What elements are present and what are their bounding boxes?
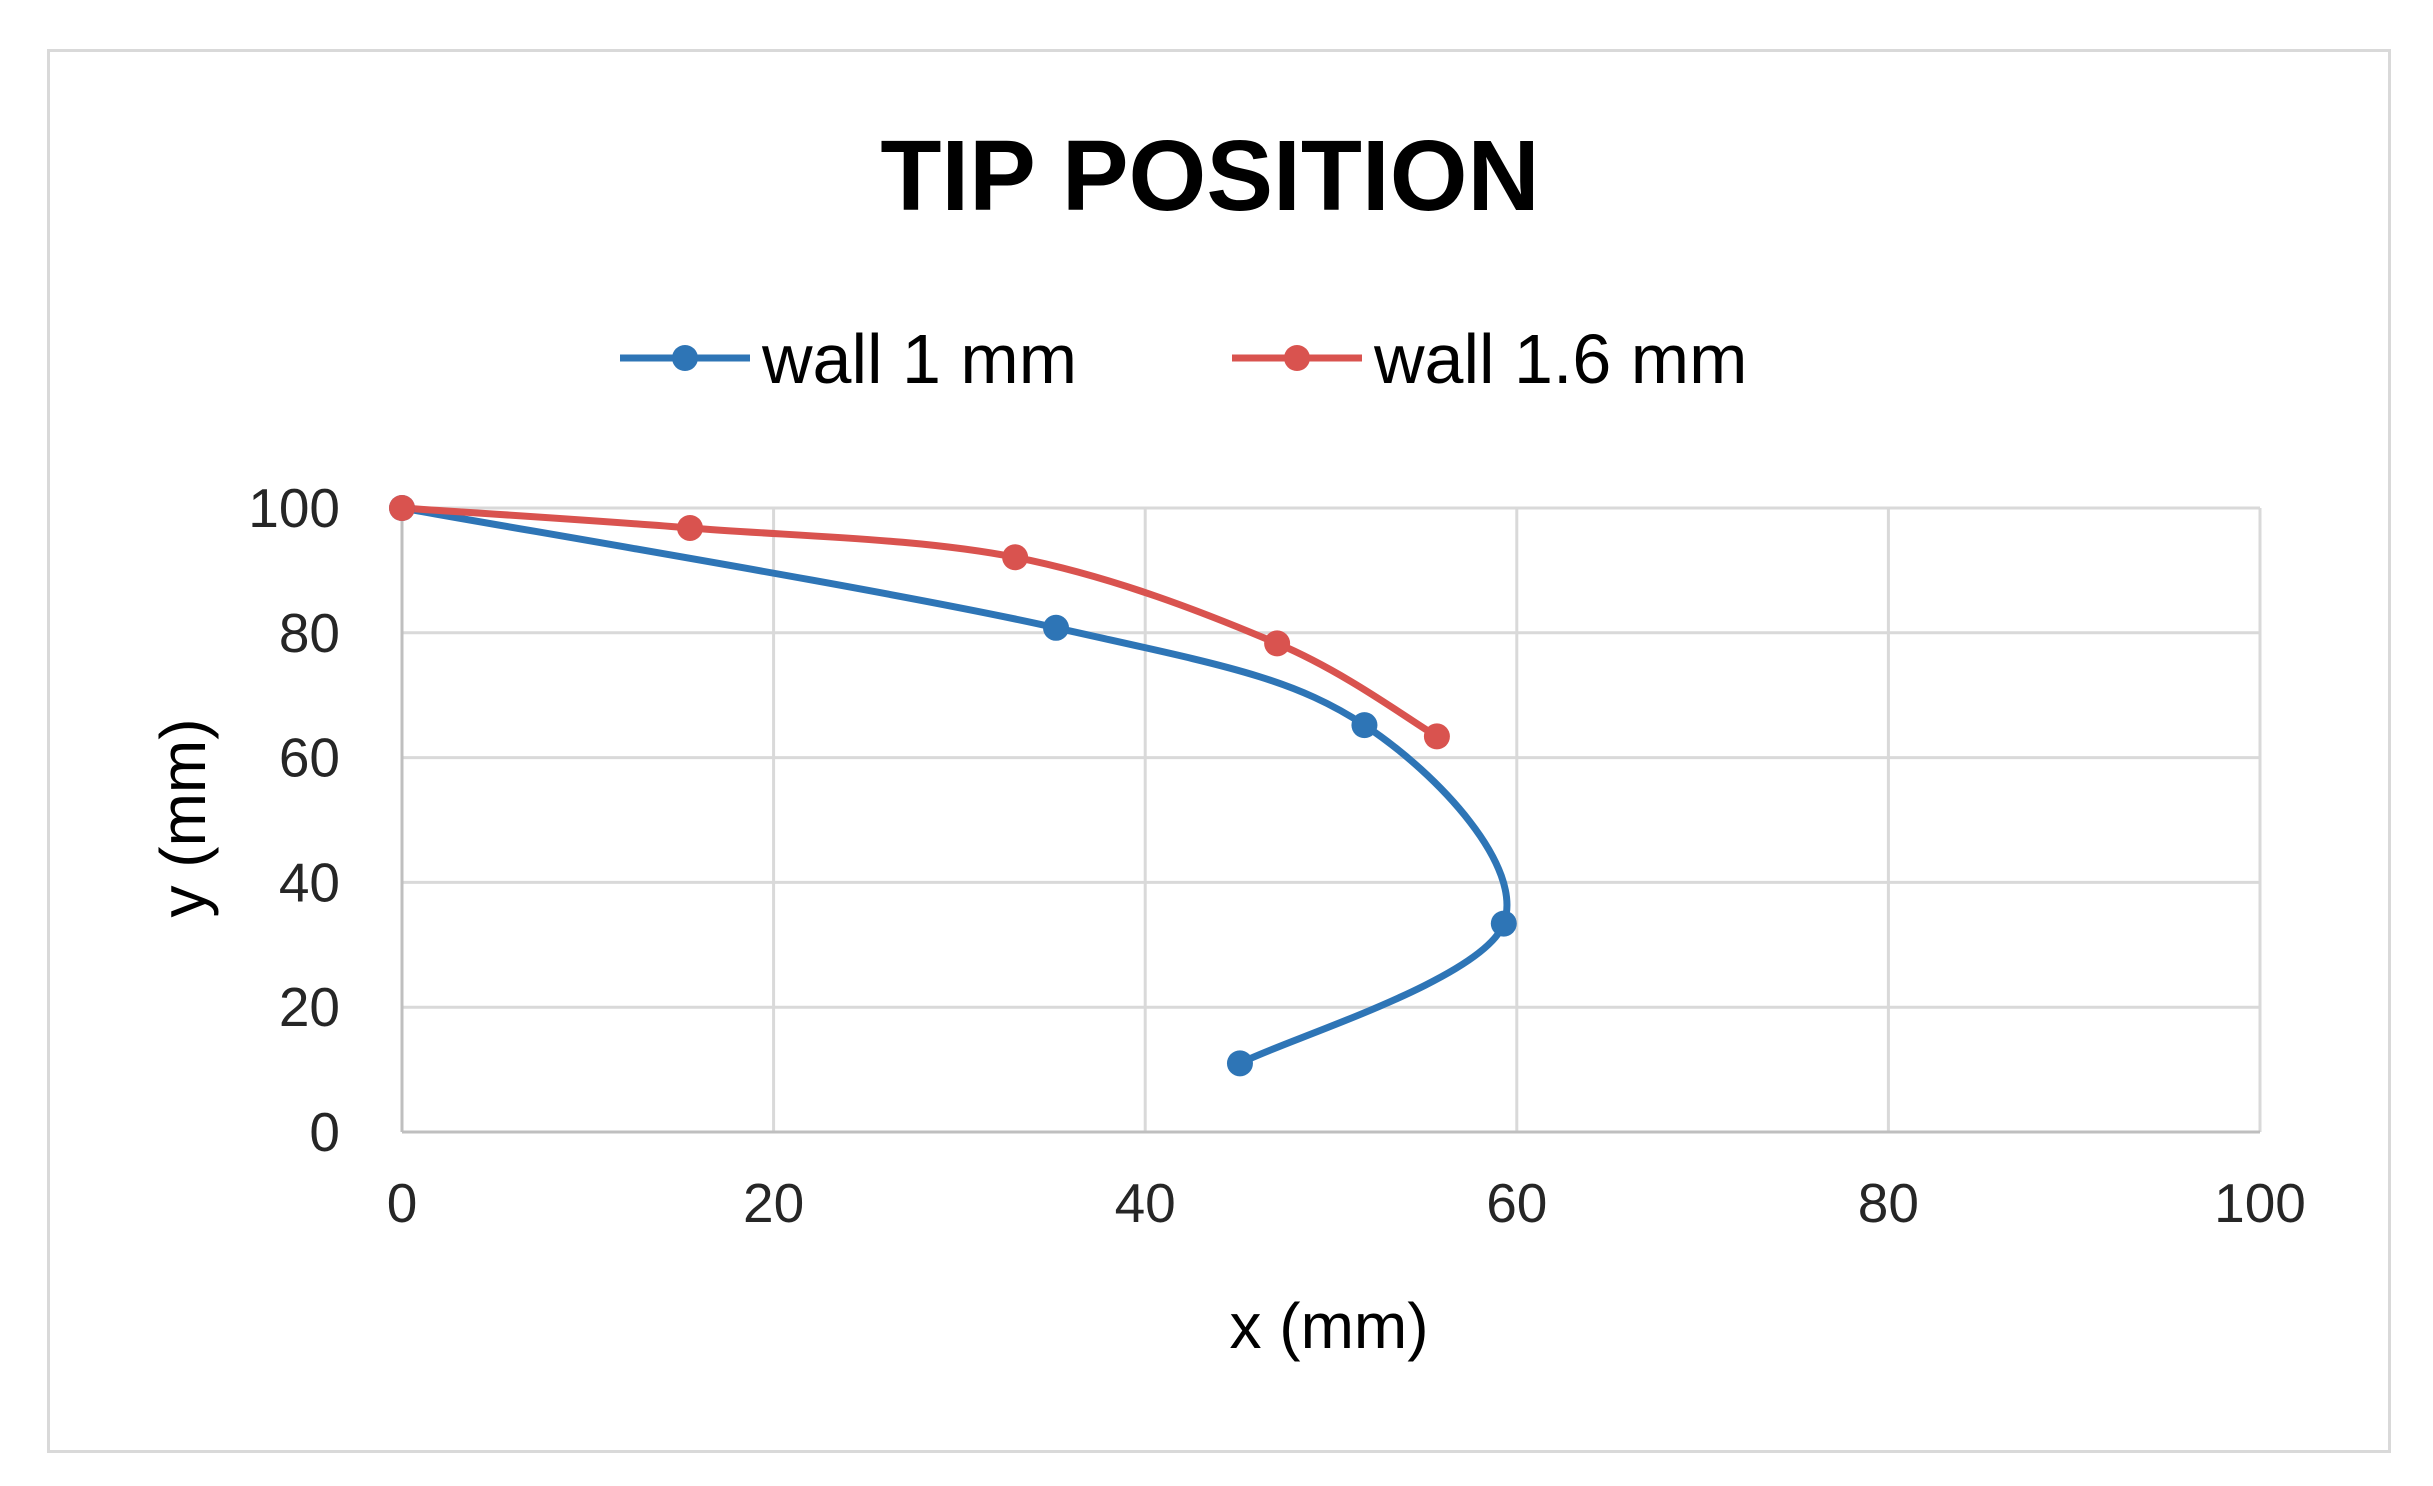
legend-label: wall 1 mm bbox=[761, 320, 1077, 398]
y-tick-label: 80 bbox=[279, 602, 340, 664]
chart-area bbox=[47, 49, 2391, 1453]
y-axis-title: y (mm) bbox=[147, 718, 219, 917]
data-point bbox=[1490, 910, 1517, 937]
data-point bbox=[1351, 712, 1378, 739]
data-point bbox=[1264, 630, 1291, 657]
y-tick-label: 100 bbox=[248, 477, 340, 539]
y-tick-label: 60 bbox=[279, 727, 340, 789]
data-point bbox=[1002, 544, 1029, 571]
series-line-1 bbox=[398, 504, 1441, 740]
x-tick-label: 80 bbox=[1858, 1172, 1919, 1234]
x-tick-label: 0 bbox=[387, 1172, 418, 1234]
x-axis-title: x (mm) bbox=[1229, 1290, 1428, 1362]
legend-swatch-marker bbox=[1284, 345, 1310, 371]
data-point bbox=[1226, 1050, 1253, 1077]
data-point bbox=[389, 495, 415, 521]
series-lines bbox=[398, 504, 1511, 1067]
y-tick-label: 0 bbox=[309, 1101, 340, 1163]
x-axis-ticks: 0 20 40 60 80 100 bbox=[387, 1172, 2306, 1234]
series-line-0 bbox=[398, 504, 1511, 1067]
gridlines bbox=[402, 506, 2262, 1132]
x-tick-label: 20 bbox=[743, 1172, 804, 1234]
data-point bbox=[676, 514, 703, 541]
data-point bbox=[1043, 614, 1070, 641]
y-axis-ticks: 0 20 40 60 80 100 bbox=[248, 477, 340, 1163]
x-tick-label: 100 bbox=[2214, 1172, 2306, 1234]
x-tick-label: 40 bbox=[1115, 1172, 1176, 1234]
chart-title: TIP POSITION bbox=[880, 120, 1539, 232]
x-tick-label: 60 bbox=[1486, 1172, 1547, 1234]
legend-label: wall 1.6 mm bbox=[1373, 320, 1747, 398]
legend: wall 1 mm wall 1.6 mm bbox=[620, 320, 1747, 398]
y-tick-label: 20 bbox=[279, 976, 340, 1038]
axes bbox=[400, 508, 2260, 1134]
series-points bbox=[389, 495, 1517, 1077]
legend-item-wall-1mm: wall 1 mm bbox=[620, 320, 1077, 398]
legend-swatch-marker bbox=[672, 345, 698, 371]
y-tick-label: 40 bbox=[279, 851, 340, 913]
data-point bbox=[1423, 723, 1450, 750]
legend-item-wall-1.6mm: wall 1.6 mm bbox=[1232, 320, 1747, 398]
